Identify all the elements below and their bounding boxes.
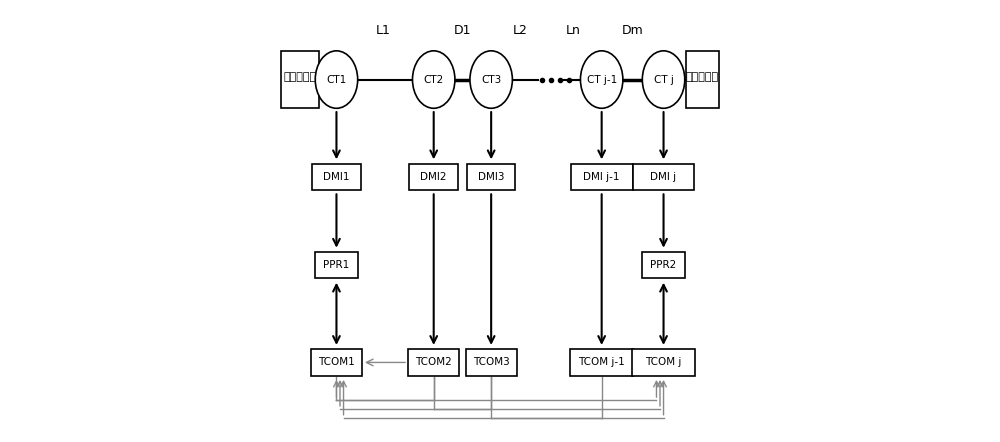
Text: 送端换流站: 送端换流站: [283, 72, 316, 82]
FancyBboxPatch shape: [466, 349, 517, 376]
Text: D1: D1: [454, 24, 471, 38]
FancyBboxPatch shape: [315, 252, 358, 278]
Text: CT1: CT1: [326, 75, 347, 84]
Text: CT3: CT3: [481, 75, 501, 84]
Ellipse shape: [412, 51, 455, 108]
Text: TCOM1: TCOM1: [318, 358, 355, 367]
FancyBboxPatch shape: [311, 349, 362, 376]
Ellipse shape: [470, 51, 512, 108]
Text: TCOM3: TCOM3: [473, 358, 510, 367]
Text: PPR1: PPR1: [323, 260, 350, 270]
Text: TCOM j-1: TCOM j-1: [578, 358, 625, 367]
Text: Ln: Ln: [565, 24, 580, 38]
FancyBboxPatch shape: [686, 51, 719, 108]
Text: L2: L2: [512, 24, 527, 38]
Text: CT2: CT2: [424, 75, 444, 84]
Text: L1: L1: [375, 24, 390, 38]
Text: DMI2: DMI2: [420, 172, 447, 182]
Text: PPR2: PPR2: [650, 260, 677, 270]
Text: Dm: Dm: [622, 24, 643, 38]
Text: CT j: CT j: [654, 75, 673, 84]
Text: DMI j-1: DMI j-1: [583, 172, 620, 182]
Text: DMI j: DMI j: [650, 172, 677, 182]
FancyBboxPatch shape: [571, 164, 633, 190]
Text: TCOM2: TCOM2: [415, 358, 452, 367]
FancyBboxPatch shape: [312, 164, 361, 190]
FancyBboxPatch shape: [467, 164, 515, 190]
FancyBboxPatch shape: [570, 349, 633, 376]
FancyBboxPatch shape: [633, 164, 694, 190]
Text: DMI1: DMI1: [323, 172, 350, 182]
FancyBboxPatch shape: [281, 51, 319, 108]
Text: DMI3: DMI3: [478, 172, 504, 182]
FancyBboxPatch shape: [632, 349, 695, 376]
Ellipse shape: [642, 51, 685, 108]
Text: TCOM j: TCOM j: [645, 358, 682, 367]
Ellipse shape: [315, 51, 358, 108]
FancyBboxPatch shape: [408, 349, 459, 376]
Text: 受端换流站: 受端换流站: [686, 72, 719, 82]
FancyBboxPatch shape: [642, 252, 685, 278]
Text: CT j-1: CT j-1: [587, 75, 617, 84]
FancyBboxPatch shape: [409, 164, 458, 190]
Ellipse shape: [580, 51, 623, 108]
